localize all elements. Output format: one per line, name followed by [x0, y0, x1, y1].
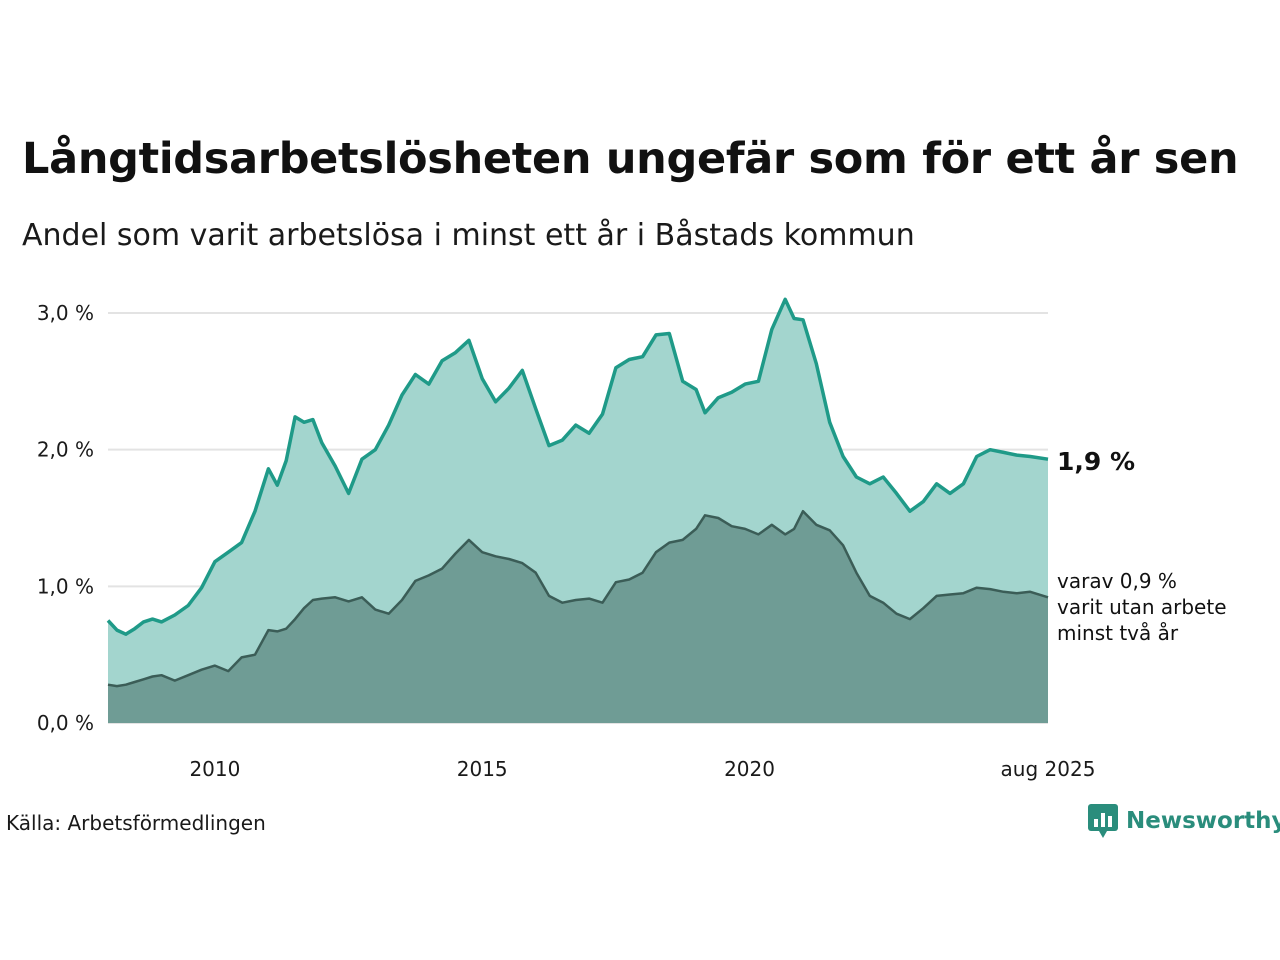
x-tick-label: aug 2025: [1001, 757, 1096, 781]
source-note: Källa: Arbetsförmedlingen: [6, 811, 266, 835]
x-axis-ticks: 2010 2015 2020 aug 2025: [189, 757, 1095, 781]
line-total: [106, 297, 1049, 636]
end-label-long-2: varit utan arbete: [1057, 595, 1227, 619]
brand-name: Newsworthy: [1126, 808, 1280, 834]
y-tick-label: 1,0 %: [37, 574, 94, 598]
y-axis-ticks: 0,0 % 1,0 % 2,0 % 3,0 %: [37, 301, 94, 735]
line-long: [107, 509, 1049, 688]
end-label-total: 1,9 %: [1057, 447, 1135, 476]
newsworthy-logo: Newsworthy: [1088, 804, 1280, 838]
end-label-long-3: minst två år: [1057, 621, 1179, 645]
x-tick-label: 2020: [724, 757, 775, 781]
y-tick-label: 0,0 %: [37, 711, 94, 735]
y-tick-label: 3,0 %: [37, 301, 94, 325]
chart-title: Långtidsarbetslösheten ungefär som för e…: [22, 134, 1239, 184]
x-tick-label: 2010: [189, 757, 240, 781]
area-long: [108, 511, 1048, 723]
x-tick-label: 2015: [457, 757, 508, 781]
newsworthy-logo-icon: [1088, 804, 1118, 838]
end-label-long-1: varav 0,9 %: [1057, 569, 1177, 593]
y-tick-label: 2,0 %: [37, 438, 94, 462]
chart-subtitle: Andel som varit arbetslösa i minst ett å…: [22, 218, 915, 253]
